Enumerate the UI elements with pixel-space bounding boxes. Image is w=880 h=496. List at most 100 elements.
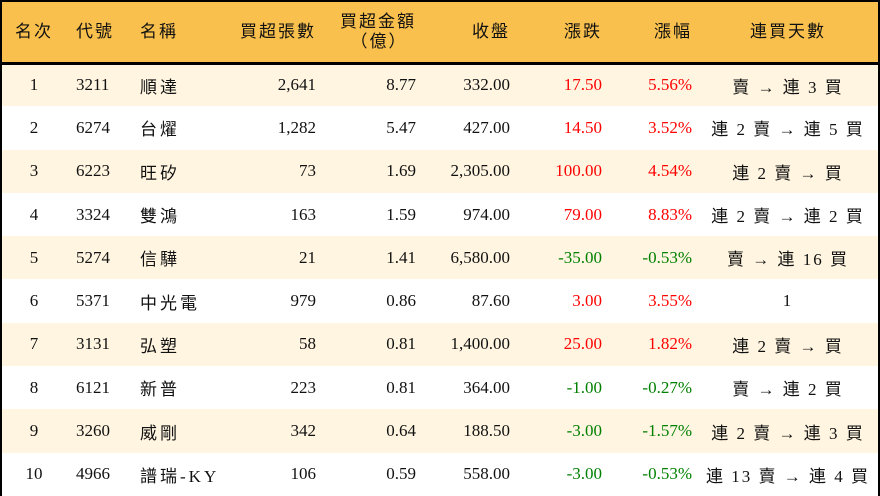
stock-code-cell: 3131 (76, 334, 110, 354)
header-close: 收盤 (422, 2, 516, 65)
header-code: 代號 (66, 2, 132, 65)
close-price-cell: 558.00 (463, 464, 510, 484)
net-buy-lots-cell: 342 (290, 421, 317, 441)
net-buy-lots-cell: 2,641 (277, 75, 316, 95)
stock-code-cell: 5274 (76, 247, 110, 267)
stock-code-cell: 4966 (76, 464, 110, 484)
change-pct-cell: 1.82% (648, 334, 692, 354)
stock-name-cell: 雙鴻 (140, 207, 180, 227)
rank-cell: 4 (29, 204, 39, 224)
stock-name-cell: 台燿 (140, 120, 180, 140)
stock-code-cell: 6121 (76, 377, 110, 397)
stock-code-cell: 3211 (76, 75, 110, 95)
stock-name-cell: 新普 (140, 380, 180, 400)
buy-streak-cell: 賣 → 連 3 買 (732, 77, 844, 97)
net-buy-amount-cell: 1.59 (386, 204, 416, 224)
net-buy-amount-cell: 0.64 (386, 421, 416, 441)
stock-name-cell: 信驊 (140, 250, 180, 270)
buy-streak-cell: 連 2 賣 → 連 3 買 (711, 423, 865, 443)
change-pct-cell: 8.83% (648, 204, 692, 224)
change-pct-cell: -1.57% (642, 421, 692, 441)
rank-cell: 5 (29, 247, 39, 267)
table-row: 1 3211 順達 2,641 8.77 332.00 17.50 5.56% 賣 → 連 3 … (2, 63, 878, 107)
stock-code-cell: 5371 (76, 291, 110, 311)
rank-cell: 3 (29, 161, 39, 181)
close-price-cell: 6,580.00 (450, 247, 511, 267)
net-buy-lots-cell: 979 (290, 291, 317, 311)
stock-name-cell: 弘塑 (140, 336, 180, 356)
change-pct-cell: 4.54% (648, 161, 692, 181)
net-buy-amount-cell: 5.47 (386, 117, 416, 137)
close-price-cell: 188.50 (463, 421, 510, 441)
net-buy-lots-cell: 106 (290, 464, 317, 484)
table-row: 8 6121 新普 223 0.81 364.00 -1.00 -0.27% 賣 → 連 2 買 (2, 366, 878, 410)
price-change-cell: -3.00 (566, 464, 602, 484)
buy-streak-cell: 連 2 賣 → 連 5 買 (711, 120, 865, 140)
change-pct-cell: 5.56% (648, 75, 692, 95)
price-change-cell: 100.00 (555, 161, 602, 181)
net-buy-lots-cell: 223 (290, 377, 317, 397)
stock-code-cell: 3324 (76, 204, 110, 224)
stock-code-cell: 3260 (76, 421, 110, 441)
table-header-row: 名次 代號 名稱 買超張數 買超金額 （億） 收盤 漲跌 漲幅 連買天數 (2, 2, 878, 65)
buy-streak-cell: 賣 → 連 16 買 (727, 250, 849, 270)
buy-streak-cell: 連 2 賣 → 連 2 買 (711, 207, 865, 227)
close-price-cell: 427.00 (463, 117, 510, 137)
buy-streak-cell: 1 (782, 291, 794, 311)
header-streak: 連買天數 (698, 2, 878, 65)
net-buy-lots-cell: 58 (299, 334, 316, 354)
change-pct-cell: -0.53% (642, 464, 692, 484)
rank-cell: 9 (29, 421, 39, 441)
header-change-pct: 漲幅 (608, 2, 698, 65)
table-row: 4 3324 雙鴻 163 1.59 974.00 79.00 8.83% 連 2 賣 → 連 … (2, 192, 878, 237)
net-buy-lots-cell: 163 (290, 204, 317, 224)
rank-cell: 2 (29, 117, 39, 137)
table-row: 3 6223 旺矽 73 1.69 2,305.00 100.00 4.54% 連 2 賣 → … (2, 149, 878, 193)
rank-cell: 10 (25, 464, 43, 484)
header-net-buy-amount-unit: （億） (350, 31, 408, 51)
table-body: 1 3211 順達 2,641 8.77 332.00 17.50 5.56% 賣 → 連 3 … (2, 63, 878, 496)
price-change-cell: 79.00 (563, 204, 602, 224)
price-change-cell: -35.00 (558, 247, 602, 267)
stock-name-cell: 順達 (140, 77, 180, 97)
price-change-cell: 3.00 (572, 291, 602, 311)
change-pct-cell: 3.55% (648, 291, 692, 311)
net-buy-amount-cell: 0.81 (386, 334, 416, 354)
net-buy-amount-cell: 8.77 (386, 75, 416, 95)
buy-streak-cell: 賣 → 連 2 買 (732, 380, 844, 400)
rank-cell: 1 (29, 75, 39, 95)
stock-code-cell: 6223 (76, 161, 110, 181)
header-net-buy-amount: 買超金額 （億） (322, 2, 422, 65)
table-row: 10 4966 譜瑞-KY 106 0.59 558.00 -3.00 -0.53% 連 13 … (2, 452, 878, 496)
stock-name-cell: 譜瑞-KY (140, 466, 220, 486)
table-row: 7 3131 弘塑 58 0.81 1,400.00 25.00 1.82% 連 2 賣 → 買 (2, 322, 878, 367)
buy-streak-cell: 連 2 賣 → 買 (732, 336, 844, 356)
stock-name-cell: 旺矽 (140, 163, 180, 183)
close-price-cell: 1,400.00 (450, 334, 511, 354)
net-buy-lots-cell: 73 (299, 161, 316, 181)
price-change-cell: 14.50 (563, 117, 602, 137)
close-price-cell: 974.00 (463, 204, 510, 224)
header-rank: 名次 (2, 2, 66, 65)
close-price-cell: 2,305.00 (450, 161, 511, 181)
table-row: 5 5274 信驊 21 1.41 6,580.00 -35.00 -0.53% 賣 → 連 1… (2, 236, 878, 280)
net-buy-lots-cell: 21 (299, 247, 316, 267)
stock-name-cell: 威剛 (140, 423, 180, 443)
header-net-buy-lots: 買超張數 (240, 2, 322, 65)
price-change-cell: 25.00 (563, 334, 602, 354)
table-row: 2 6274 台燿 1,282 5.47 427.00 14.50 3.52% 連 2 賣 → … (2, 106, 878, 150)
net-buy-amount-cell: 0.59 (386, 464, 416, 484)
header-net-buy-amount-line1: 買超金額 (340, 11, 416, 31)
stock-name-cell: 中光電 (140, 293, 200, 313)
table-row: 9 3260 威剛 342 0.64 188.50 -3.00 -1.57% 連 2 賣 → 連… (2, 409, 878, 453)
close-price-cell: 87.60 (471, 291, 510, 311)
price-change-cell: -1.00 (566, 377, 602, 397)
net-buy-amount-cell: 1.41 (386, 247, 416, 267)
net-buy-amount-cell: 1.69 (386, 161, 416, 181)
header-name: 名稱 (132, 2, 240, 65)
change-pct-cell: 3.52% (648, 117, 692, 137)
buy-streak-cell: 連 13 賣 → 連 4 買 (706, 466, 870, 486)
price-change-cell: 17.50 (563, 75, 602, 95)
